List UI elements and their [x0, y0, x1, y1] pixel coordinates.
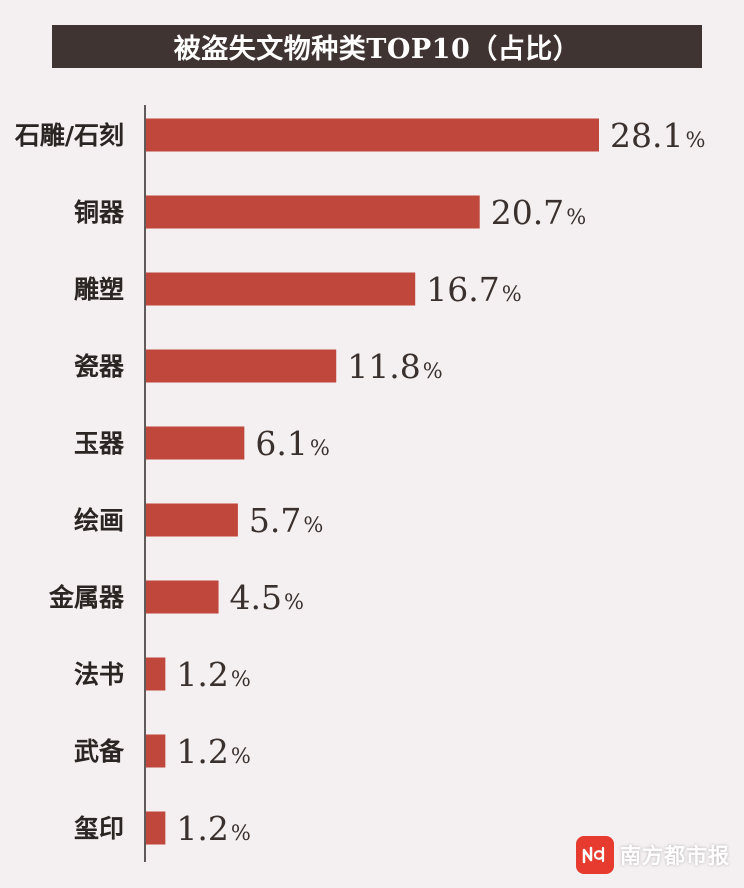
category-label: 石雕/石刻 [14, 121, 124, 150]
category-label: 玺印 [74, 814, 124, 843]
bar [146, 657, 166, 691]
data-label: 5.7% [249, 501, 323, 540]
data-label: 4.5% [230, 578, 304, 617]
category-label: 武备 [74, 737, 125, 766]
bar [146, 580, 219, 614]
bar [146, 811, 166, 845]
data-label: 20.7% [491, 193, 586, 232]
data-label: 1.2% [176, 732, 250, 771]
newspaper-logo-icon [576, 836, 614, 874]
bar [146, 349, 337, 383]
category-label: 雕塑 [74, 275, 124, 304]
data-label: 28.1% [610, 116, 705, 155]
category-label: 金属器 [48, 583, 125, 612]
bar [146, 118, 599, 152]
category-label: 瓷器 [74, 352, 125, 381]
newspaper-watermark: 南方都市报 [576, 836, 730, 874]
bar [146, 195, 480, 229]
bar [146, 503, 238, 537]
data-label: 11.8% [347, 347, 442, 386]
newspaper-name: 南方都市报 [620, 844, 730, 868]
category-label: 法书 [74, 660, 124, 689]
data-label: 6.1% [255, 424, 329, 463]
bar [146, 272, 416, 306]
category-label: 玉器 [74, 429, 125, 458]
category-label: 绘画 [74, 506, 124, 535]
bar [146, 426, 245, 460]
chart-title: 被盗失文物种类TOP10（占比） [52, 25, 702, 68]
data-label: 1.2% [176, 655, 250, 694]
data-label: 16.7% [426, 270, 521, 309]
category-label: 铜器 [74, 198, 125, 227]
bar [146, 734, 166, 768]
data-label: 1.2% [176, 809, 250, 848]
